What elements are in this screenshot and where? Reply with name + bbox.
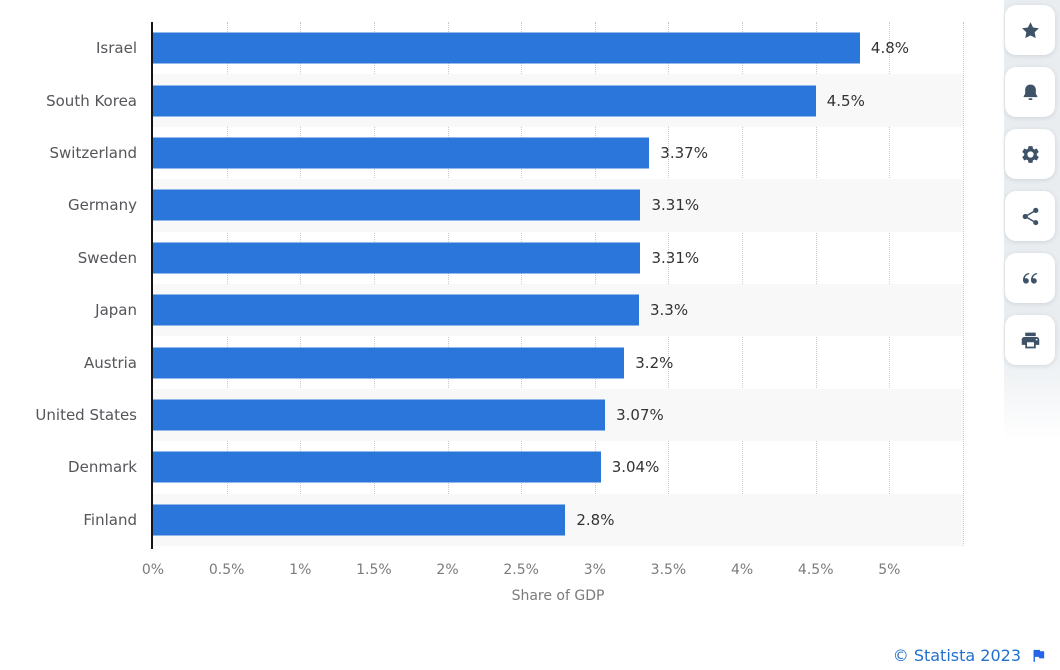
- gridline: [742, 22, 744, 546]
- chart-row: 3.31%: [153, 179, 963, 232]
- bar-value-label: 3.07%: [616, 406, 664, 425]
- country-label: United States: [35, 406, 137, 425]
- settings-button[interactable]: [1005, 129, 1055, 179]
- x-tick-label: 2%: [436, 562, 459, 578]
- x-tick-label: 1%: [289, 562, 312, 578]
- bar: [153, 451, 601, 483]
- country-label: South Korea: [46, 91, 137, 110]
- bar-value-label: 3.04%: [611, 458, 660, 477]
- country-label: Japan: [95, 301, 137, 320]
- chart-row: 2.8%: [153, 493, 963, 547]
- x-axis-title: Share of GDP: [511, 588, 605, 604]
- print-button[interactable]: [1005, 315, 1055, 365]
- gridline: [594, 22, 596, 546]
- bar: [153, 294, 639, 326]
- bar: [153, 32, 860, 64]
- alerts-button[interactable]: [1005, 67, 1055, 117]
- bar-value-label: 4.8%: [870, 39, 910, 58]
- bar: [153, 85, 816, 117]
- bell-icon: [1020, 82, 1041, 103]
- copyright-link[interactable]: © Statista 2023: [893, 646, 1047, 665]
- bar: [153, 189, 641, 221]
- bar-value-label: 3.2%: [635, 353, 674, 372]
- country-label: Finland: [83, 510, 137, 529]
- gridline: [521, 22, 523, 546]
- bar-value-label: 3.31%: [651, 248, 700, 267]
- print-icon: [1020, 330, 1041, 351]
- chart-row: 4.8%: [153, 22, 963, 74]
- country-label: Switzerland: [49, 144, 138, 163]
- bar-value-label: 3.31%: [651, 196, 700, 215]
- y-axis-category-labels: Israel South Korea Switzerland Germany Swede…: [0, 22, 137, 546]
- country-label: Israel: [96, 39, 137, 58]
- gridline: [447, 22, 449, 546]
- gridline: [815, 22, 817, 546]
- chart-row: 3.31%: [153, 232, 963, 284]
- chart-row: 3.04%: [153, 441, 963, 493]
- bar-value-label: 2.8%: [576, 510, 615, 529]
- country-label: Sweden: [77, 248, 137, 267]
- chart-row: 3.37%: [153, 127, 963, 179]
- country-label: Denmark: [68, 458, 137, 477]
- favorite-button[interactable]: [1005, 5, 1055, 55]
- share-icon: [1020, 206, 1041, 227]
- bar-value-label: 4.5%: [826, 91, 865, 110]
- x-axis-tick-labels: 0% 0.5% 1% 1.5% 2% 2.5% 3% 3.5% 4% 4.5% 5%: [142, 562, 963, 580]
- chart-row: 4.5%: [153, 74, 963, 127]
- gridline: [889, 22, 891, 546]
- gridline: [963, 22, 964, 546]
- gridline: [300, 22, 302, 546]
- x-tick-label: 1.5%: [356, 562, 392, 578]
- country-label: Germany: [68, 196, 137, 215]
- bar-chart: Israel South Korea Switzerland Germany Swede…: [0, 22, 964, 604]
- x-tick-label: 4%: [730, 562, 754, 578]
- share-button[interactable]: [1005, 191, 1055, 241]
- gear-icon: [1020, 144, 1041, 165]
- cite-button[interactable]: [1005, 253, 1055, 303]
- x-tick-label: 0%: [141, 562, 165, 578]
- gridline: [373, 22, 375, 546]
- bar: [153, 504, 566, 536]
- y-axis-line: [151, 22, 153, 549]
- bar: [153, 347, 625, 379]
- country-label: Austria: [84, 353, 137, 372]
- flag-icon: [1030, 647, 1047, 664]
- bar: [153, 399, 606, 431]
- quote-icon: [1020, 268, 1041, 289]
- bar: [153, 137, 650, 169]
- x-tick-label: 4.5%: [797, 562, 834, 578]
- x-tick-label: 0.5%: [208, 562, 245, 578]
- x-tick-label: 3%: [583, 562, 606, 578]
- plot-area: 4.8% 4.5% 3.37% 3.31% 3.31% 3.3% 3.2% 3.07% 3.04…: [153, 22, 964, 547]
- bar: [153, 242, 641, 274]
- gridline: [668, 22, 670, 546]
- chart-row: 3.07%: [153, 388, 963, 442]
- x-tick-label: 2.5%: [503, 562, 539, 578]
- gridline: [226, 22, 228, 546]
- chart-row: 3.3%: [153, 284, 963, 337]
- copyright-label: © Statista 2023: [892, 646, 1021, 665]
- star-icon: [1020, 20, 1041, 41]
- x-tick-label: 5%: [878, 562, 901, 578]
- chart-row: 3.2%: [153, 336, 963, 388]
- bar-value-label: 3.3%: [650, 301, 689, 320]
- x-tick-label: 3.5%: [650, 562, 687, 578]
- bar-value-label: 3.37%: [660, 144, 708, 163]
